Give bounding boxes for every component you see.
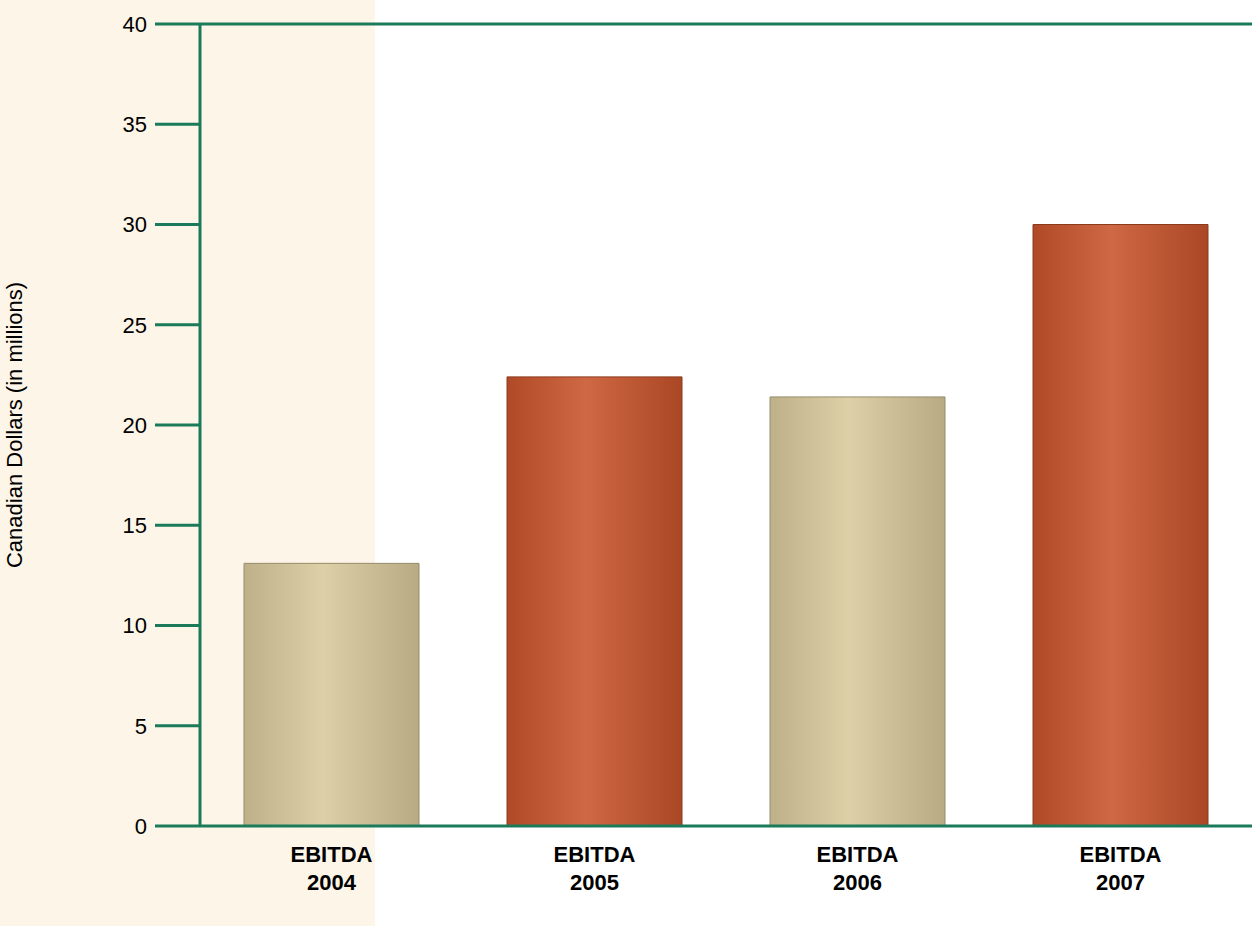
- svg-text:EBITDA2004: EBITDA2004: [291, 842, 373, 895]
- svg-text:35: 35: [123, 112, 147, 137]
- svg-text:25: 25: [123, 313, 147, 338]
- svg-text:EBITDA2006: EBITDA2006: [817, 842, 899, 895]
- svg-text:0: 0: [135, 814, 147, 839]
- svg-text:30: 30: [123, 212, 147, 237]
- svg-text:EBITDA2007: EBITDA2007: [1080, 842, 1162, 895]
- svg-text:15: 15: [123, 513, 147, 538]
- svg-text:5: 5: [135, 714, 147, 739]
- svg-text:20: 20: [123, 413, 147, 438]
- svg-text:EBITDA2005: EBITDA2005: [554, 842, 636, 895]
- svg-text:40: 40: [123, 12, 147, 37]
- svg-text:Canadian Dollars (in millions): Canadian Dollars (in millions): [2, 282, 27, 568]
- svg-text:10: 10: [123, 613, 147, 638]
